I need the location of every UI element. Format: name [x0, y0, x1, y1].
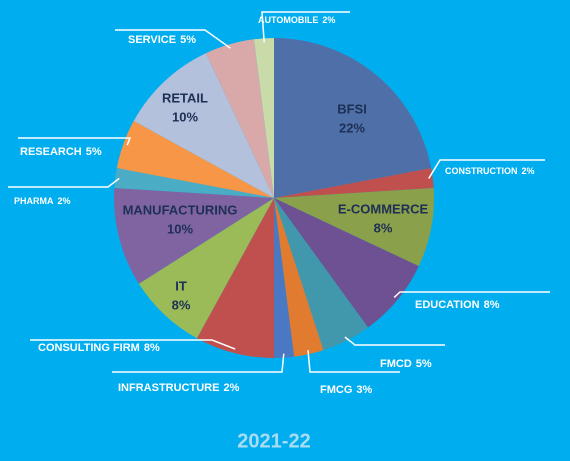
pie-slice	[274, 198, 295, 358]
leader-line	[8, 177, 120, 188]
pie-slice	[114, 168, 274, 198]
leader-line	[307, 350, 400, 373]
slice-value: 10%	[167, 221, 193, 236]
slice-value: 3%	[356, 384, 372, 396]
slice-value: 8%	[484, 299, 500, 311]
slice-value: 10%	[172, 109, 198, 124]
leader-line	[18, 137, 132, 146]
slice-value: 5%	[180, 34, 196, 46]
leader-line	[115, 29, 231, 49]
slice-category: AUTOMOBILE	[258, 15, 318, 25]
leader-line	[30, 339, 236, 350]
pie-slice	[133, 53, 274, 198]
slice-label: PHARMA 2%	[14, 196, 71, 206]
slice-category: EDUCATION	[415, 299, 480, 311]
slice-label: FMCD 5%	[380, 358, 432, 370]
slice-category: FMCD	[380, 358, 412, 370]
slice-value: 2%	[58, 196, 71, 206]
slice-value: 5%	[86, 146, 102, 158]
slice-value: 2%	[223, 382, 239, 394]
slice-label: EDUCATION 8%	[415, 299, 500, 311]
slice-label: INFRASTRUCTURE 2%	[118, 382, 240, 394]
slice-category: IT	[175, 278, 187, 293]
slice-label: FMCG 3%	[320, 384, 373, 396]
slice-value: 8%	[144, 342, 160, 354]
pie-slice	[196, 198, 274, 358]
slice-label: RESEARCH 5%	[20, 146, 102, 158]
slice-value: 8%	[172, 297, 191, 312]
slice-value: 22%	[339, 120, 365, 135]
pie-slice	[274, 198, 324, 357]
slice-label: CONSTRUCTION 2%	[445, 166, 535, 176]
pie-slice	[116, 120, 274, 198]
leader-line	[261, 11, 350, 43]
slice-category: E-COMMERCE	[338, 201, 429, 216]
slice-label: AUTOMOBILE 2%	[258, 15, 335, 25]
slice-category: PHARMA	[14, 196, 54, 206]
slice-category: MANUFACTURING	[123, 202, 238, 217]
pie-slice	[253, 38, 274, 198]
slice-category: FMCG	[320, 384, 352, 396]
pie-slice	[138, 198, 274, 339]
slice-value: 8%	[374, 220, 393, 235]
pie-slice	[274, 168, 434, 198]
slice-label: CONSULTING FIRM 8%	[38, 342, 160, 354]
pie-slice	[114, 187, 275, 284]
slice-category: SERVICE	[128, 34, 176, 46]
slice-category: CONSTRUCTION	[445, 166, 518, 176]
pie-slice	[274, 198, 369, 351]
pie-slice	[274, 198, 419, 328]
pie-slice	[274, 38, 432, 198]
slice-category: BFSI	[337, 101, 367, 116]
slice-category: RESEARCH	[20, 146, 82, 158]
leader-line	[393, 291, 550, 298]
slice-category: CONSULTING FIRM	[38, 342, 140, 354]
slice-category: INFRASTRUCTURE	[118, 382, 219, 394]
slice-label: SERVICE 5%	[128, 34, 196, 46]
pie-slice	[205, 39, 274, 199]
leader-line	[112, 353, 285, 373]
slice-value: 5%	[416, 358, 432, 370]
chart-title: 2021-22	[237, 430, 310, 452]
slice-value: 2%	[522, 166, 535, 176]
leader-line	[344, 336, 445, 346]
leader-line	[428, 159, 545, 179]
pie-slice	[274, 187, 434, 267]
slice-value: 2%	[322, 15, 335, 25]
slice-category: RETAIL	[162, 90, 208, 105]
